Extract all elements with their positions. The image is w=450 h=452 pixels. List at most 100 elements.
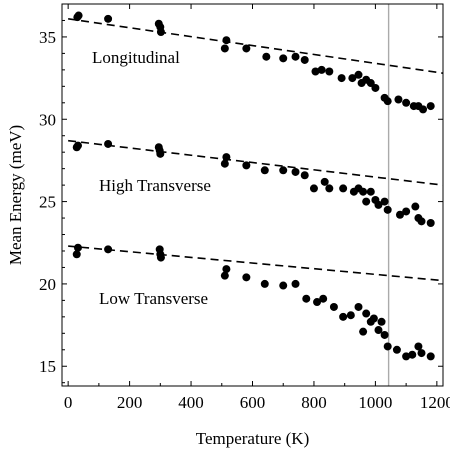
data-point [426, 218, 435, 227]
data-point [394, 95, 403, 104]
data-point [402, 98, 411, 107]
data-point [220, 271, 229, 280]
data-point [362, 309, 371, 318]
series-annotation: Low Transverse [99, 289, 208, 308]
data-point [317, 65, 326, 74]
data-point [371, 83, 380, 92]
data-point [380, 330, 389, 339]
data-point [279, 281, 288, 290]
fit-line-2 [68, 245, 444, 282]
fit-line-1 [68, 139, 444, 186]
data-point [156, 149, 165, 158]
plot-area [68, 4, 444, 386]
data-point [73, 243, 82, 252]
data-point [291, 167, 300, 176]
data-point [354, 302, 363, 311]
y-tick-label: 25 [39, 193, 56, 212]
y-tick-label: 35 [39, 28, 56, 47]
data-point [73, 141, 82, 150]
data-point [311, 67, 320, 76]
axis-labels: 0 200 400 600 800 1000 1200 15 20 25 30 35 Temperatu… [6, 28, 450, 448]
data-point [402, 207, 411, 216]
y-tick-label: 30 [39, 110, 56, 129]
data-point [279, 166, 288, 175]
data-point [222, 265, 231, 274]
data-point [392, 345, 401, 354]
data-point [313, 298, 322, 307]
data-point [325, 67, 334, 76]
data-point [402, 352, 411, 361]
x-tick-label: 600 [240, 393, 266, 412]
data-point [339, 312, 348, 321]
data-point [104, 139, 113, 148]
series-annotation: Longitudinal [92, 48, 180, 67]
data-point [300, 55, 309, 64]
x-tick-label: 0 [64, 393, 73, 412]
x-tick-label: 1000 [358, 393, 392, 412]
y-axis-title: Mean Energy (meV) [6, 125, 25, 265]
data-point [377, 317, 386, 326]
data-point [380, 197, 389, 206]
data-point [329, 302, 338, 311]
y-tick-label: 20 [39, 275, 56, 294]
data-point [395, 210, 404, 219]
data-point [220, 44, 229, 53]
data-point [291, 52, 300, 61]
data-point [325, 184, 334, 193]
data-point [419, 105, 428, 114]
data-point [359, 327, 368, 336]
axis-ticks [62, 4, 443, 386]
data-point [346, 311, 355, 320]
data-point [408, 350, 417, 359]
data-point [383, 342, 392, 351]
data-point [291, 279, 300, 288]
data-point [426, 352, 435, 361]
data-point [383, 97, 392, 106]
data-point [309, 184, 318, 193]
data-point [72, 250, 81, 259]
data-point [74, 11, 83, 20]
data-point [242, 161, 251, 170]
data-point [220, 159, 229, 168]
data-point [354, 70, 363, 79]
series-annotation: High Transverse [99, 176, 211, 195]
data-point [359, 187, 368, 196]
data-point [366, 187, 375, 196]
data-point [374, 326, 383, 335]
data-point [242, 44, 251, 53]
data-point [222, 36, 231, 45]
data-point [104, 14, 113, 23]
data-point [369, 314, 378, 323]
data-point [156, 27, 165, 36]
data-point [279, 54, 288, 63]
data-point [262, 52, 271, 61]
data-point [302, 294, 311, 303]
y-tick-label: 15 [39, 357, 56, 376]
data-point [383, 205, 392, 214]
x-axis-title: Temperature (K) [196, 429, 310, 448]
data-point [374, 200, 383, 209]
data-point [156, 253, 165, 262]
fit-line-0 [68, 18, 444, 74]
x-tick-label: 400 [178, 393, 204, 412]
x-tick-label: 200 [117, 393, 143, 412]
data-point [222, 153, 231, 162]
data-point [104, 245, 113, 254]
data-point [260, 279, 269, 288]
data-point [426, 102, 435, 111]
data-point [417, 349, 426, 358]
data-point [411, 202, 420, 211]
data-point [362, 197, 371, 206]
data-point [417, 217, 426, 226]
data-point [348, 74, 357, 83]
data-point [242, 273, 251, 282]
data-point [260, 166, 269, 175]
data-point [337, 74, 346, 83]
x-tick-label: 1200 [420, 393, 450, 412]
data-point [319, 294, 328, 303]
data-point [320, 177, 329, 186]
x-tick-label: 800 [301, 393, 327, 412]
data-point [339, 184, 348, 193]
data-point [300, 171, 309, 180]
